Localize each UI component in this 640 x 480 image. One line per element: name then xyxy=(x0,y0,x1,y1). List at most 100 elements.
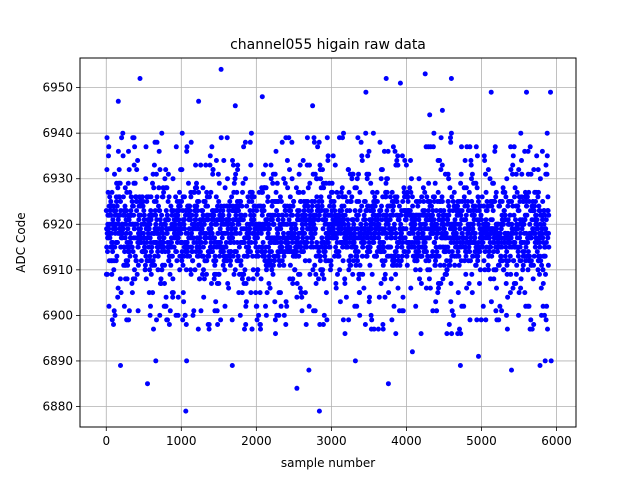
data-point xyxy=(510,285,516,291)
data-point xyxy=(503,244,509,250)
data-point xyxy=(151,326,156,332)
data-point xyxy=(452,226,458,232)
data-point xyxy=(275,253,281,259)
data-point xyxy=(118,290,124,296)
data-point xyxy=(144,199,150,204)
data-point xyxy=(289,240,295,245)
data-point xyxy=(115,294,121,300)
data-point xyxy=(395,285,401,291)
data-point xyxy=(181,221,187,227)
data-point xyxy=(390,212,396,218)
data-point xyxy=(128,240,134,245)
data-point xyxy=(245,194,251,200)
data-point xyxy=(299,294,305,300)
data-point xyxy=(351,240,357,245)
data-point xyxy=(104,167,110,173)
data-point xyxy=(532,230,538,236)
data-point xyxy=(379,217,385,223)
data-point xyxy=(213,158,219,163)
data-point xyxy=(469,290,475,296)
data-point xyxy=(270,271,276,277)
data-point xyxy=(272,258,277,264)
data-point xyxy=(124,208,129,214)
data-point xyxy=(458,212,464,218)
data-point xyxy=(401,185,407,191)
data-point xyxy=(491,249,497,255)
data-point xyxy=(528,171,534,177)
data-point xyxy=(143,176,149,182)
data-point xyxy=(254,271,260,277)
data-point xyxy=(452,262,458,268)
data-point xyxy=(527,144,533,150)
data-point xyxy=(254,249,260,255)
data-point xyxy=(235,167,241,173)
data-point xyxy=(398,212,404,218)
data-point xyxy=(159,267,165,273)
data-point xyxy=(179,199,185,204)
data-point xyxy=(408,285,414,291)
data-point xyxy=(222,303,228,309)
data-point xyxy=(228,258,233,264)
data-point xyxy=(291,199,297,204)
data-point xyxy=(486,235,492,241)
data-point xyxy=(124,276,130,282)
data-point xyxy=(484,199,490,204)
data-point xyxy=(468,235,474,241)
data-point xyxy=(226,285,232,291)
data-point xyxy=(467,144,473,150)
data-point xyxy=(433,258,438,264)
data-point xyxy=(337,267,343,273)
data-point xyxy=(366,240,372,245)
data-point xyxy=(275,230,281,236)
data-point xyxy=(363,130,369,136)
data-point xyxy=(300,189,306,195)
data-point xyxy=(187,208,193,214)
data-point xyxy=(167,308,173,314)
data-point xyxy=(342,331,348,337)
data-point xyxy=(380,326,386,332)
data-point xyxy=(176,208,182,214)
data-point xyxy=(467,317,473,323)
data-point xyxy=(469,171,475,177)
data-point xyxy=(520,262,526,268)
data-point xyxy=(531,208,537,214)
data-point xyxy=(116,167,122,173)
data-point xyxy=(237,230,243,236)
data-point xyxy=(289,139,295,145)
data-point xyxy=(278,240,284,245)
data-point xyxy=(200,208,206,214)
data-point xyxy=(418,331,424,337)
data-point xyxy=(364,176,370,182)
data-point xyxy=(180,317,186,323)
data-point xyxy=(516,208,522,214)
data-point xyxy=(375,326,381,332)
data-point xyxy=(147,267,153,273)
data-point xyxy=(413,267,419,273)
data-point xyxy=(422,244,428,250)
data-point xyxy=(290,212,295,218)
data-point xyxy=(313,271,319,277)
data-point xyxy=(165,171,171,177)
data-point xyxy=(469,176,474,182)
data-point xyxy=(275,217,281,223)
data-point xyxy=(395,162,401,168)
data-point xyxy=(250,253,256,259)
data-point xyxy=(290,276,296,282)
data-point xyxy=(332,162,338,168)
data-point xyxy=(537,240,543,245)
data-point xyxy=(426,180,432,186)
data-point xyxy=(459,144,464,150)
data-point xyxy=(142,262,148,268)
data-point xyxy=(432,262,438,268)
data-point xyxy=(196,189,202,195)
data-point xyxy=(131,162,137,168)
data-point xyxy=(261,208,267,214)
data-point xyxy=(235,253,241,259)
data-point xyxy=(131,212,137,218)
data-point xyxy=(302,290,308,296)
data-point xyxy=(504,262,510,268)
data-point xyxy=(362,322,368,327)
data-point xyxy=(255,235,260,241)
data-point xyxy=(183,267,189,273)
data-point xyxy=(150,180,155,186)
